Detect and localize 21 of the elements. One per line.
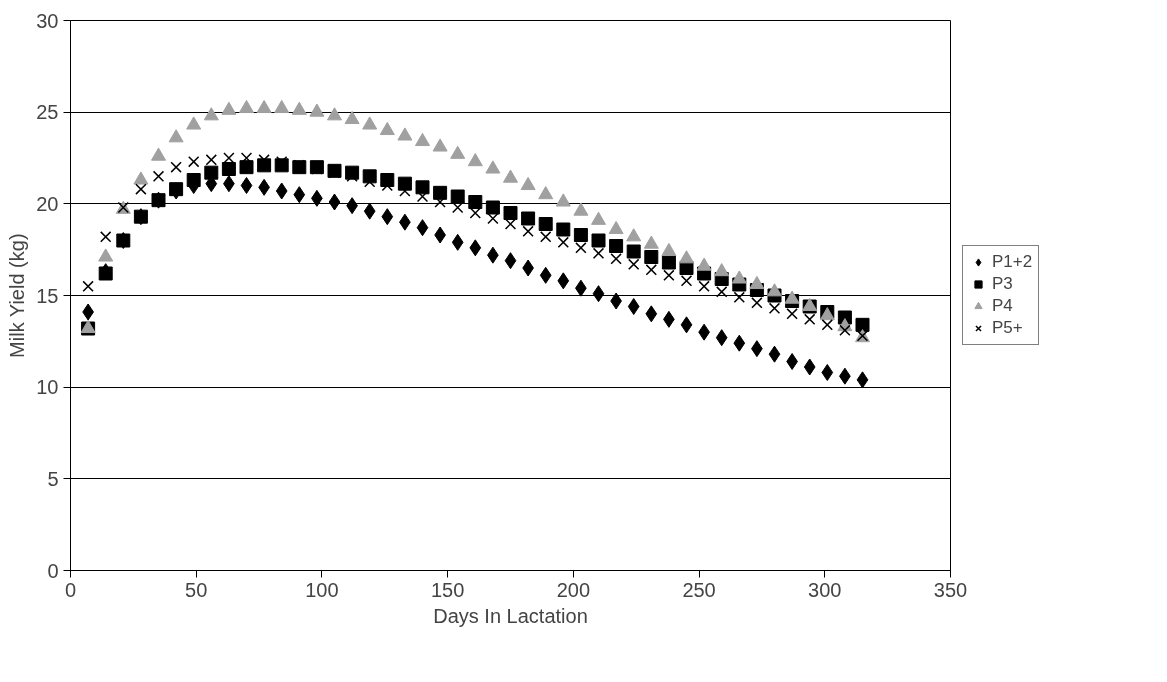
y-tick-label: 25	[36, 101, 59, 124]
y-tick-label: 0	[47, 559, 59, 582]
legend-label: P5+	[992, 318, 1023, 338]
y-tick-label: 30	[36, 9, 59, 32]
legend-label: P1+2	[992, 252, 1033, 272]
x-tick-label: 50	[185, 578, 208, 601]
y-tick-label: 5	[47, 467, 59, 490]
y-axis-title: Milk Yield (kg)	[6, 233, 29, 358]
x-tick-label: 200	[556, 578, 591, 601]
x-tick-label: 350	[933, 578, 968, 601]
legend-label: P3	[992, 274, 1013, 294]
x-axis-title: Days In Lactation	[433, 604, 588, 627]
x-tick-label: 100	[305, 578, 339, 601]
y-tick-label: 20	[36, 192, 59, 215]
x-tick-label: 300	[808, 578, 842, 601]
legend-label: P4	[992, 296, 1013, 316]
x-tick-label: 250	[682, 578, 716, 601]
x-tick-label: 0	[64, 578, 77, 601]
y-tick-label: 15	[36, 284, 59, 307]
y-tick-label: 10	[36, 376, 59, 399]
x-tick-label: 150	[430, 578, 465, 601]
